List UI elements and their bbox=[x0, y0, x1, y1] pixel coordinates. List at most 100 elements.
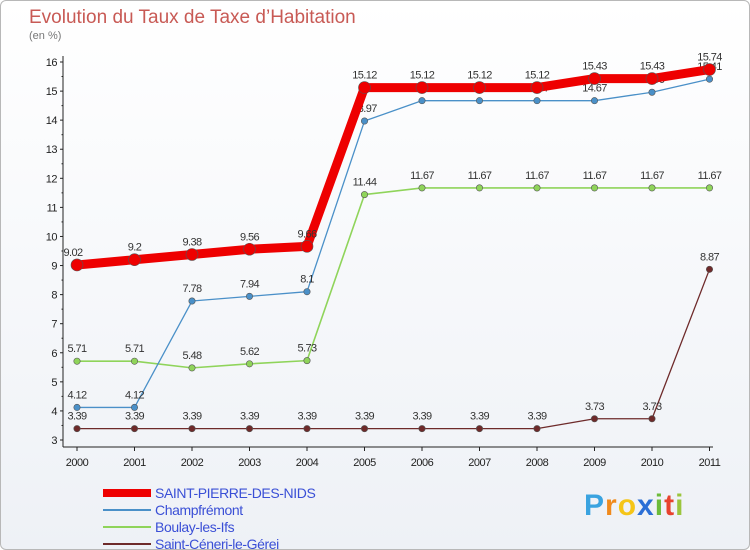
data-point-boulay-les-ifs bbox=[188, 364, 196, 372]
y-tick-label: 5 bbox=[51, 377, 57, 389]
data-point-champfr-mont bbox=[246, 292, 254, 300]
data-label-saint-pierre-des-nids: 9.02 bbox=[63, 247, 82, 259]
data-point-champfr-mont bbox=[590, 97, 598, 105]
data-label-boulay-les-ifs: 11.67 bbox=[468, 170, 492, 182]
data-label-saint-pierre-des-nids: 15.74 bbox=[697, 52, 722, 64]
data-point-saint-c-neri-le-g-rei bbox=[131, 425, 139, 433]
chart-title: Evolution du Taux de Taxe d’Habitation bbox=[29, 7, 356, 28]
data-point-saint-pierre-des-nids bbox=[703, 63, 716, 76]
data-label-saint-pierre-des-nids: 9.56 bbox=[240, 231, 259, 243]
x-tick-label: 2010 bbox=[641, 457, 664, 469]
data-label-saint-c-neri-le-g-rei: 3.39 bbox=[470, 411, 489, 423]
data-point-saint-pierre-des-nids bbox=[128, 253, 141, 267]
data-label-saint-c-neri-le-g-rei: 3.39 bbox=[67, 411, 86, 423]
data-point-boulay-les-ifs bbox=[418, 184, 426, 192]
data-point-saint-c-neri-le-g-rei bbox=[360, 425, 368, 433]
data-point-champfr-mont bbox=[648, 88, 656, 96]
data-point-saint-pierre-des-nids bbox=[300, 240, 314, 253]
y-tick-label: 9 bbox=[51, 261, 57, 273]
data-point-saint-pierre-des-nids bbox=[530, 81, 544, 94]
data-label-saint-c-neri-le-g-rei: 3.39 bbox=[412, 411, 431, 423]
data-point-boulay-les-ifs bbox=[533, 184, 541, 192]
y-tick-label: 4 bbox=[51, 406, 57, 418]
data-label-boulay-les-ifs: 11.67 bbox=[640, 170, 664, 182]
data-label-boulay-les-ifs: 11.44 bbox=[353, 177, 377, 189]
data-label-boulay-les-ifs: 11.67 bbox=[410, 170, 434, 182]
y-tick-label: 6 bbox=[51, 348, 57, 360]
data-point-saint-c-neri-le-g-rei bbox=[705, 265, 713, 273]
data-label-saint-c-neri-le-g-rei: 3.39 bbox=[240, 411, 259, 423]
data-point-champfr-mont bbox=[533, 97, 541, 105]
x-tick-label: 2002 bbox=[181, 457, 204, 469]
logo-letter: r bbox=[605, 489, 618, 522]
data-point-saint-pierre-des-nids bbox=[415, 81, 429, 94]
y-tick-label: 8 bbox=[51, 290, 57, 302]
x-tick-label: 2001 bbox=[123, 457, 146, 469]
legend-label: SAINT-PIERRE-DES-NIDS bbox=[155, 485, 316, 501]
logo-letter: o bbox=[617, 489, 638, 522]
data-label-boulay-les-ifs: 11.67 bbox=[525, 170, 549, 182]
y-tick-label: 13 bbox=[46, 144, 58, 156]
legend-swatch bbox=[103, 543, 151, 545]
data-point-saint-c-neri-le-g-rei bbox=[188, 425, 196, 433]
data-label-champfr-mont: 4.12 bbox=[67, 389, 86, 401]
legend-label: Champfrémont bbox=[155, 502, 243, 518]
data-label-boulay-les-ifs: 5.73 bbox=[297, 343, 316, 355]
data-point-saint-pierre-des-nids bbox=[473, 81, 486, 94]
data-label-saint-pierre-des-nids: 15.12 bbox=[467, 70, 492, 82]
series-line-boulay-les-ifs bbox=[77, 187, 710, 369]
data-label-saint-c-neri-le-g-rei: 3.39 bbox=[182, 411, 201, 423]
data-point-boulay-les-ifs bbox=[131, 357, 139, 365]
data-label-champfr-mont: 7.94 bbox=[240, 278, 259, 290]
data-label-champfr-mont: 14.67 bbox=[582, 83, 607, 95]
data-label-saint-c-neri-le-g-rei: 3.39 bbox=[527, 411, 546, 423]
x-tick-label: 2003 bbox=[238, 457, 261, 469]
logo-letter: t bbox=[664, 489, 676, 522]
data-point-boulay-les-ifs bbox=[590, 184, 598, 192]
data-label-saint-c-neri-le-g-rei: 3.73 bbox=[642, 401, 661, 413]
data-point-saint-c-neri-le-g-rei bbox=[246, 425, 254, 433]
data-point-boulay-les-ifs bbox=[648, 184, 656, 192]
data-label-saint-pierre-des-nids: 15.12 bbox=[410, 70, 435, 82]
data-label-boulay-les-ifs: 5.71 bbox=[125, 343, 144, 355]
x-tick-label: 2009 bbox=[583, 457, 606, 469]
x-tick-label: 2007 bbox=[468, 457, 491, 469]
y-tick-label: 14 bbox=[46, 115, 58, 127]
data-label-boulay-les-ifs: 5.71 bbox=[67, 343, 86, 355]
data-label-boulay-les-ifs: 5.48 bbox=[182, 350, 201, 362]
data-point-champfr-mont bbox=[303, 288, 311, 296]
x-tick-label: 2000 bbox=[66, 457, 89, 469]
data-point-saint-pierre-des-nids bbox=[358, 81, 371, 94]
x-tick-label: 2008 bbox=[526, 457, 549, 469]
legend-swatch bbox=[103, 526, 151, 528]
data-point-saint-pierre-des-nids bbox=[70, 258, 84, 272]
data-label-saint-c-neri-le-g-rei: 3.39 bbox=[125, 411, 144, 423]
y-tick-label: 3 bbox=[51, 435, 57, 447]
legend-item: Boulay-les-Ifs bbox=[103, 519, 235, 535]
data-label-boulay-les-ifs: 11.67 bbox=[698, 170, 722, 182]
data-label-champfr-mont: 7.78 bbox=[182, 283, 201, 295]
data-label-saint-pierre-des-nids: 15.43 bbox=[582, 61, 607, 73]
legend-item: SAINT-PIERRE-DES-NIDS bbox=[103, 485, 316, 501]
series-line-champfr-mont bbox=[77, 78, 710, 409]
logo-letter: i bbox=[654, 489, 665, 522]
data-point-boulay-les-ifs bbox=[73, 357, 81, 365]
legend-label: Boulay-les-Ifs bbox=[155, 519, 235, 535]
x-tick-label: 2004 bbox=[296, 457, 319, 469]
data-point-saint-pierre-des-nids bbox=[185, 248, 199, 261]
data-point-champfr-mont bbox=[73, 403, 81, 411]
y-tick-label: 15 bbox=[46, 86, 58, 98]
y-tick-label: 12 bbox=[46, 173, 58, 185]
data-point-champfr-mont bbox=[360, 117, 368, 125]
data-label-saint-c-neri-le-g-rei: 3.73 bbox=[585, 401, 604, 413]
data-point-champfr-mont bbox=[475, 97, 483, 105]
logo-letter: x bbox=[637, 489, 655, 522]
data-point-saint-c-neri-le-g-rei bbox=[533, 425, 541, 433]
data-point-champfr-mont bbox=[131, 403, 139, 411]
series-line-saint-c-neri-le-g-rei bbox=[77, 269, 711, 430]
data-point-saint-c-neri-le-g-rei bbox=[418, 425, 426, 433]
logo-letter: P bbox=[584, 489, 606, 522]
legend-item: Champfrémont bbox=[103, 502, 243, 518]
data-point-champfr-mont bbox=[188, 297, 196, 305]
data-point-boulay-les-ifs bbox=[360, 191, 368, 199]
